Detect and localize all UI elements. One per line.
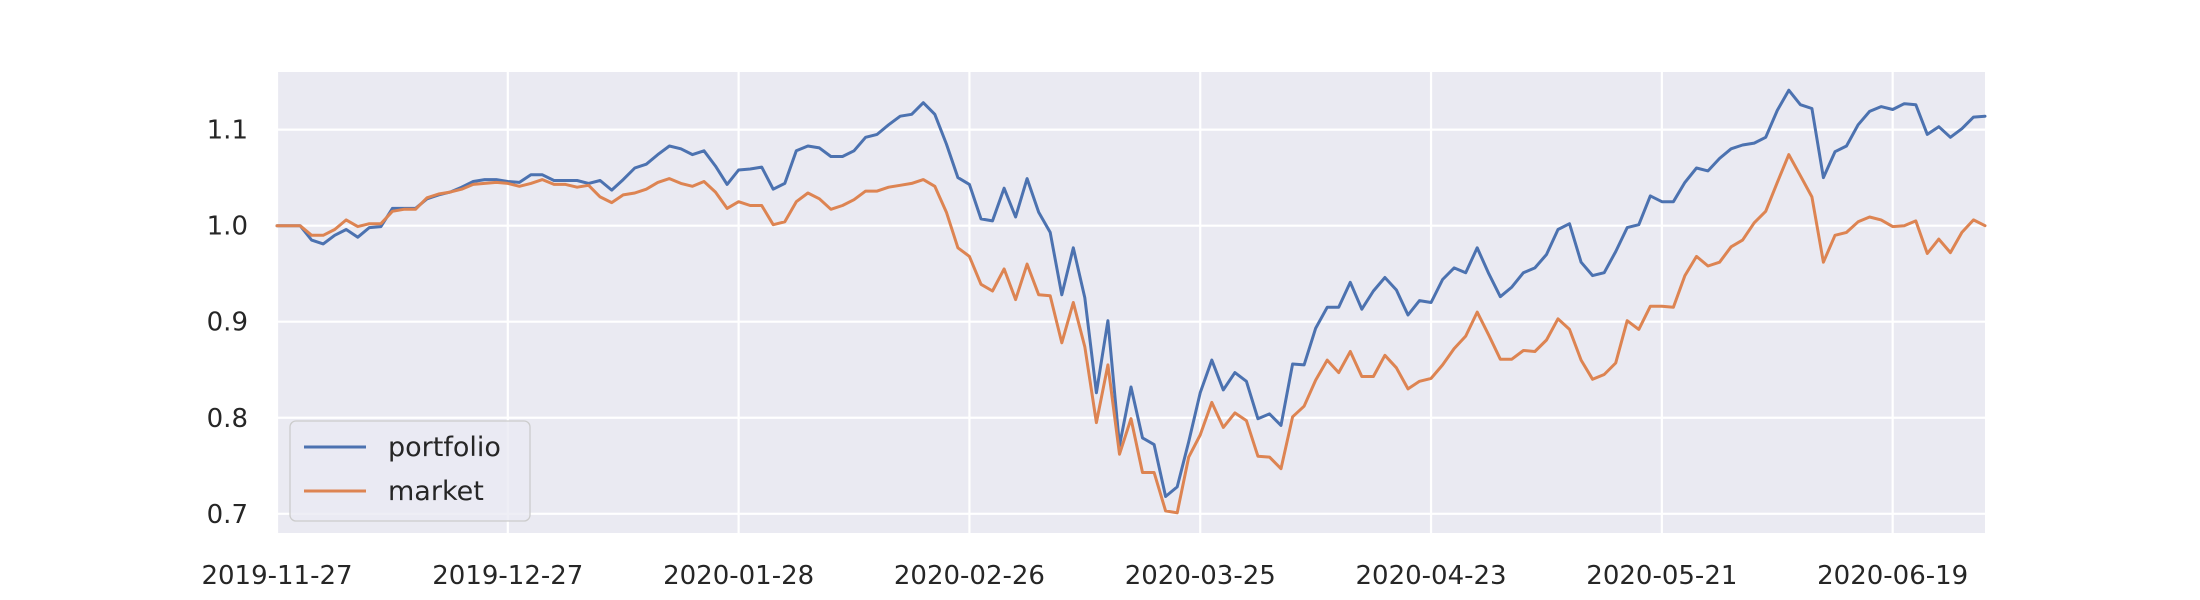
y-tick-label: 0.7 (207, 500, 248, 530)
plot-area (277, 72, 1985, 533)
x-tick-label: 2020-06-19 (1817, 561, 1968, 591)
x-tick-label: 2020-01-28 (663, 561, 814, 591)
x-axis-ticks: 2019-11-27 2019-12-27 2020-01-28 2020-02-26… (201, 561, 1968, 591)
series-line-portfolio (275, 88, 1987, 498)
legend-label-market: market (388, 476, 484, 507)
x-tick-label: 2020-04-23 (1355, 561, 1506, 591)
series-line-market (275, 153, 1987, 515)
x-tick-label: 2020-05-21 (1586, 561, 1737, 591)
grid (275, 72, 1985, 533)
series-layer (275, 88, 1987, 515)
y-tick-label: 0.8 (207, 404, 248, 434)
legend-label-portfolio: portfolio (388, 432, 501, 463)
y-tick-label: 1.1 (207, 116, 248, 146)
y-tick-label: 0.9 (207, 308, 248, 338)
legend: portfolio market (289, 420, 531, 522)
x-tick-label: 2020-02-26 (894, 561, 1045, 591)
y-tick-label: 1.0 (207, 212, 248, 242)
x-tick-label: 2019-12-27 (432, 561, 583, 591)
x-tick-label: 2019-11-27 (201, 561, 352, 591)
x-tick-label: 2020-03-25 (1125, 561, 1276, 591)
y-axis-ticks: 0.7 0.8 0.9 1.0 1.1 (207, 116, 248, 530)
